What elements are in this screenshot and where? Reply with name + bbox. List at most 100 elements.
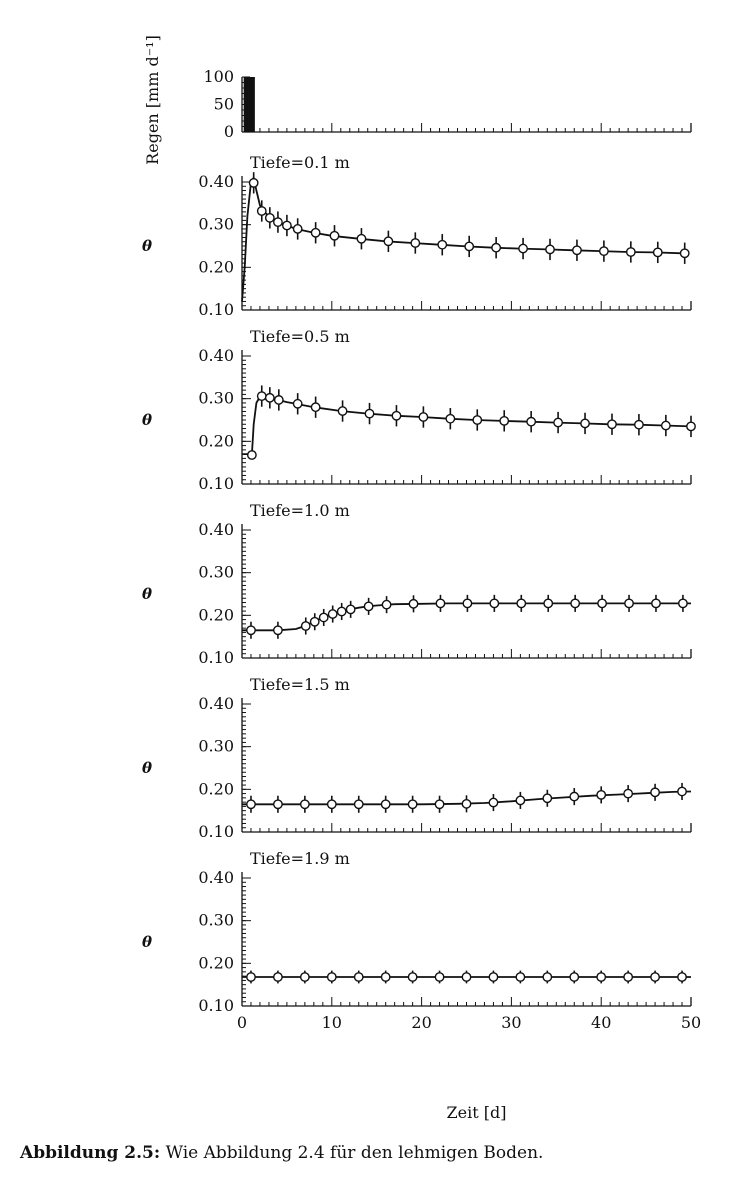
data-point [634,419,644,430]
series-line [242,790,692,806]
data-point [679,248,690,259]
rain-panel: 0 50 100 Regen [mm d⁻¹] [143,35,692,165]
data-point [437,239,448,250]
data-point [686,421,696,432]
rain-y-tick-label: 50 [214,95,234,114]
data-point [472,415,483,425]
data-point [248,177,259,188]
data-point [569,972,580,982]
data-point [625,247,636,257]
x-tick-label: 0 [237,1013,247,1032]
y-tick-label: 0.20 [198,779,234,798]
y-tick-label: 0.10 [198,474,234,493]
data-point [660,420,671,431]
data-point [256,206,267,216]
data-point [572,245,582,256]
panel-title: Tiefe=1.9 m [250,849,350,868]
theta-y-axis-title: θ [142,237,152,255]
data-point [292,224,303,234]
data-point [570,598,581,609]
data-point [264,392,275,403]
theta-y-axis-title: θ [142,585,152,603]
theta-y-axis-title: θ [142,411,152,429]
depth-panel-2: 0.10 0.20 0.30 0.40 Tiefe=0.5 m θ [142,327,696,493]
data-point [499,415,510,426]
data-point [677,972,687,982]
data-point [553,417,563,428]
data-point [652,247,663,258]
data-point [310,402,321,413]
data-point [326,799,337,810]
data-point [516,598,527,609]
data-point [407,972,418,982]
data-point [678,598,688,609]
x-tick-label: 50 [681,1013,701,1032]
data-point [381,599,392,610]
data-point [273,395,284,405]
data-point [292,398,303,409]
data-point [650,787,660,798]
data-point [677,786,687,797]
y-tick-label: 0.30 [198,911,234,930]
y-tick-label: 0.10 [198,822,234,841]
data-point [299,799,310,810]
y-tick-label: 0.10 [198,300,234,319]
data-point [318,612,329,623]
data-point [356,233,367,244]
data-point [337,406,348,416]
data-point [623,788,634,799]
data-point [461,798,472,809]
data-point [489,598,500,609]
data-point [353,799,364,810]
panel-title: Tiefe=1.0 m [250,501,350,520]
data-point [515,795,526,806]
data-point [598,246,609,257]
rain-bar [249,77,252,132]
data-point [491,242,502,253]
data-point [273,799,283,810]
data-point [246,972,256,982]
rain-bar [252,77,255,132]
data-point [651,598,661,609]
data-point [543,598,554,609]
data-point [364,408,375,419]
y-tick-label: 0.10 [198,648,234,667]
x-tick-label: 20 [411,1013,431,1032]
y-tick-label: 0.20 [198,431,234,450]
x-tick-label: 40 [591,1013,611,1032]
caption-text: Wie Abbildung 2.4 für den lehmigen Boden… [165,1143,544,1163]
rain-y-tick-label: 100 [203,67,234,86]
rain-y-axis-title: Regen [mm d⁻¹] [143,35,162,165]
depth-panel-5: 0 10 20 30 40 50 0.10 0.20 0.30 0.40 Tiefe=1.9 m θ [142,849,701,1032]
depth-panel-4: 0.10 0.20 0.30 0.40 Tiefe=1.5 m θ [142,675,692,841]
figure-caption: Abbildung 2.5: Wie Abbildung 2.4 für den… [20,1143,720,1163]
data-point [407,799,418,810]
data-point [353,972,364,982]
data-point [273,625,283,636]
data-point [488,972,499,982]
rain-bar [243,77,246,132]
y-tick-label: 0.20 [198,605,234,624]
y-tick-label: 0.40 [198,172,234,191]
data-point [329,230,340,241]
data-point [650,972,660,982]
y-tick-label: 0.40 [198,694,234,713]
data-point [434,972,445,982]
data-point [300,621,311,631]
data-point [461,972,472,982]
caption-label: Abbildung 2.5: [20,1143,161,1163]
data-point [542,972,553,982]
data-point [327,609,338,619]
y-tick-label: 0.30 [198,215,234,234]
y-tick-label: 0.30 [198,389,234,408]
data-point [299,972,310,982]
data-point [434,799,445,810]
data-point [435,598,446,609]
data-point [336,606,347,617]
data-point [488,797,499,808]
data-point [326,972,337,982]
data-point [464,241,475,252]
data-point [246,625,256,636]
data-point [410,238,421,248]
rain-y-tick-label: 0 [224,122,234,141]
